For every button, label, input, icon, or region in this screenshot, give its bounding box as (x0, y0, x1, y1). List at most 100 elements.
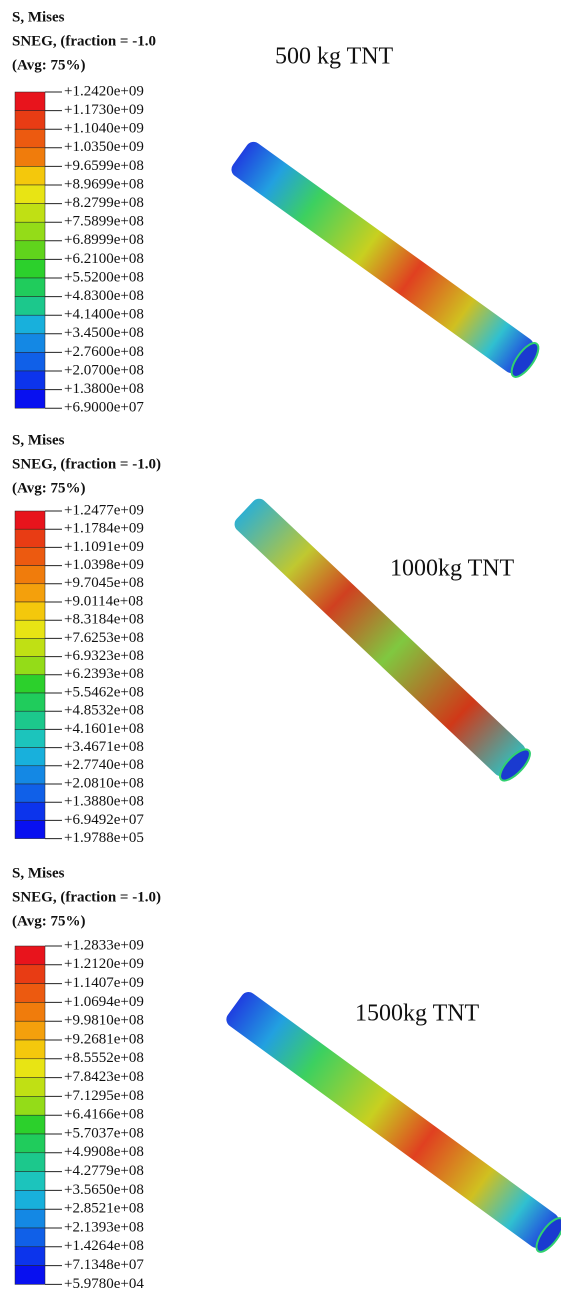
color-band (15, 111, 45, 130)
color-band (15, 602, 45, 620)
legend-label: +4.8532e+08 (64, 703, 144, 719)
color-band (15, 1134, 45, 1153)
load-caption: 1000kg TNT (390, 556, 515, 582)
legend-label: +7.8423e+08 (64, 1069, 144, 1085)
color-band (15, 529, 45, 547)
legend-label: +6.9492e+07 (64, 812, 144, 828)
legend-label: +8.2799e+08 (64, 195, 144, 211)
color-band (15, 259, 45, 278)
legend-header: S, Mises (12, 9, 65, 25)
color-band (15, 241, 45, 260)
legend-label: +6.4166e+08 (64, 1107, 144, 1123)
color-band (15, 620, 45, 638)
legend-label: +1.3880e+08 (64, 794, 144, 810)
color-band (15, 315, 45, 334)
legend-label: +3.5650e+08 (64, 1182, 144, 1198)
load-caption: 500 kg TNT (275, 44, 394, 70)
legend-label: +1.0398e+09 (64, 557, 144, 573)
legend-label: +4.2779e+08 (64, 1163, 144, 1179)
legend-label: +4.1400e+08 (64, 307, 144, 323)
legend-label: +2.0700e+08 (64, 362, 144, 378)
legend-label: +4.8300e+08 (64, 288, 144, 304)
pipe (231, 495, 534, 785)
color-band (15, 1002, 45, 1021)
color-band (15, 1228, 45, 1247)
legend-label: +8.5552e+08 (64, 1050, 144, 1066)
legend-header: S, Mises (12, 865, 65, 881)
color-band (15, 371, 45, 390)
legend-label: +7.1295e+08 (64, 1088, 144, 1104)
legend-label: +6.2100e+08 (64, 251, 144, 267)
legend-label: +6.8999e+08 (64, 232, 144, 248)
legend-label: +2.7740e+08 (64, 757, 144, 773)
legend-label: +8.3184e+08 (64, 612, 144, 628)
color-band (15, 1059, 45, 1078)
legend-label: +9.6599e+08 (64, 158, 144, 174)
color-band (15, 92, 45, 111)
pipe-body (228, 139, 536, 376)
color-band (15, 547, 45, 565)
legend-header: (Avg: 75%) (12, 480, 85, 496)
color-band (15, 166, 45, 185)
color-band (15, 1078, 45, 1097)
legend-label: +5.9780e+04 (64, 1276, 144, 1292)
legend-header: SNEG, (fraction = -1.0) (12, 456, 161, 472)
color-band (15, 1266, 45, 1285)
legend-label: +2.0810e+08 (64, 775, 144, 791)
legend-label: +8.9699e+08 (64, 176, 144, 192)
color-band (15, 748, 45, 766)
color-band (15, 390, 45, 409)
color-band (15, 984, 45, 1003)
legend-header: SNEG, (fraction = -1.0 (12, 33, 156, 49)
color-band (15, 638, 45, 656)
legend-label: +3.4500e+08 (64, 325, 144, 341)
legend-label: +3.4671e+08 (64, 739, 144, 755)
color-band (15, 965, 45, 984)
color-band (15, 802, 45, 820)
legend-header: (Avg: 75%) (12, 57, 85, 73)
legend-label: +1.2477e+09 (64, 502, 144, 518)
legend-label: +2.1393e+08 (64, 1219, 144, 1235)
legend-label: +7.1348e+07 (64, 1257, 144, 1273)
legend-label: +9.0114e+08 (64, 593, 143, 609)
legend-label: +1.4264e+08 (64, 1238, 144, 1254)
color-band (15, 1115, 45, 1134)
legend-label: +4.1601e+08 (64, 721, 144, 737)
legend-label: +5.5462e+08 (64, 684, 144, 700)
color-band (15, 1209, 45, 1228)
legend-label: +1.0350e+09 (64, 139, 144, 155)
color-band (15, 204, 45, 223)
legend-label: +1.0694e+09 (64, 994, 144, 1010)
color-band (15, 784, 45, 802)
color-band (15, 334, 45, 353)
legend-label: +1.3800e+08 (64, 381, 144, 397)
pipe (228, 139, 543, 381)
legend-label: +1.1091e+09 (64, 539, 144, 555)
legend-label: +9.7045e+08 (64, 575, 144, 591)
legend-label: +4.9908e+08 (64, 1144, 144, 1160)
legend-label: +9.2681e+08 (64, 1031, 144, 1047)
color-band (15, 1172, 45, 1191)
color-band (15, 1096, 45, 1115)
legend-label: +1.1784e+09 (64, 521, 144, 537)
legend-label: +7.6253e+08 (64, 630, 144, 646)
pipe-body (223, 989, 561, 1251)
color-band (15, 1153, 45, 1172)
legend-label: +6.2393e+08 (64, 666, 144, 682)
color-band (15, 820, 45, 838)
legend-label: +2.8521e+08 (64, 1201, 144, 1217)
legend-label: +1.2420e+09 (64, 83, 144, 99)
legend-label: +5.5200e+08 (64, 269, 144, 285)
pipe-body (231, 495, 528, 779)
legend-label: +5.7037e+08 (64, 1125, 144, 1141)
color-band (15, 222, 45, 241)
color-band (15, 1021, 45, 1040)
color-band (15, 766, 45, 784)
color-band (15, 566, 45, 584)
figure: S, Mises SNEG, (fraction = -1.0 (Avg: 75%)… (0, 0, 561, 1303)
color-band (15, 297, 45, 316)
color-band (15, 1247, 45, 1266)
legend-header: S, Mises (12, 432, 65, 448)
legend-label: +7.5899e+08 (64, 214, 144, 230)
color-band (15, 657, 45, 675)
